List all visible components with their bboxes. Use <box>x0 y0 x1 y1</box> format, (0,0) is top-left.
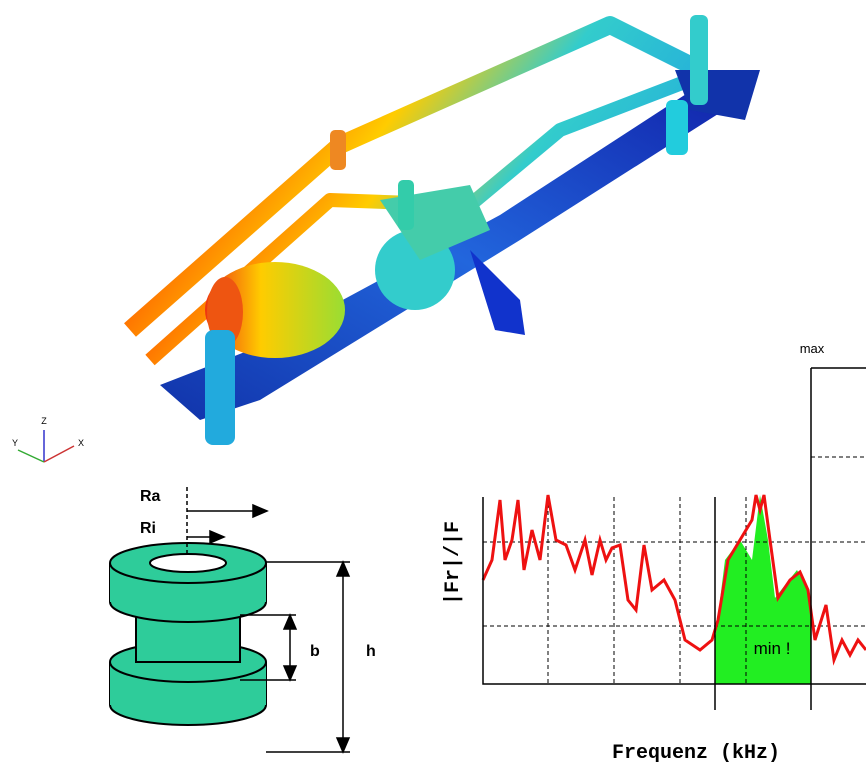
axis-x: X <box>78 438 84 448</box>
plot: min ! max Frequenz (kHz) |Fr|/|F <box>442 341 866 765</box>
band-label: min ! <box>754 639 791 658</box>
bushing <box>109 542 267 726</box>
y-axis-label: |Fr|/|F <box>442 521 465 605</box>
fem-render <box>124 15 760 445</box>
max-label: max <box>800 341 825 356</box>
axis-triad: Z Y X <box>12 416 84 463</box>
label-ra: Ra <box>140 488 161 505</box>
label-b: b <box>310 643 320 660</box>
label-ri: Ri <box>140 520 156 537</box>
dimensions <box>186 487 351 754</box>
label-h: h <box>366 643 376 660</box>
x-axis-label: Frequenz (kHz) <box>612 742 780 765</box>
axis-y: Y <box>12 438 18 448</box>
axis-z: Z <box>41 416 47 426</box>
